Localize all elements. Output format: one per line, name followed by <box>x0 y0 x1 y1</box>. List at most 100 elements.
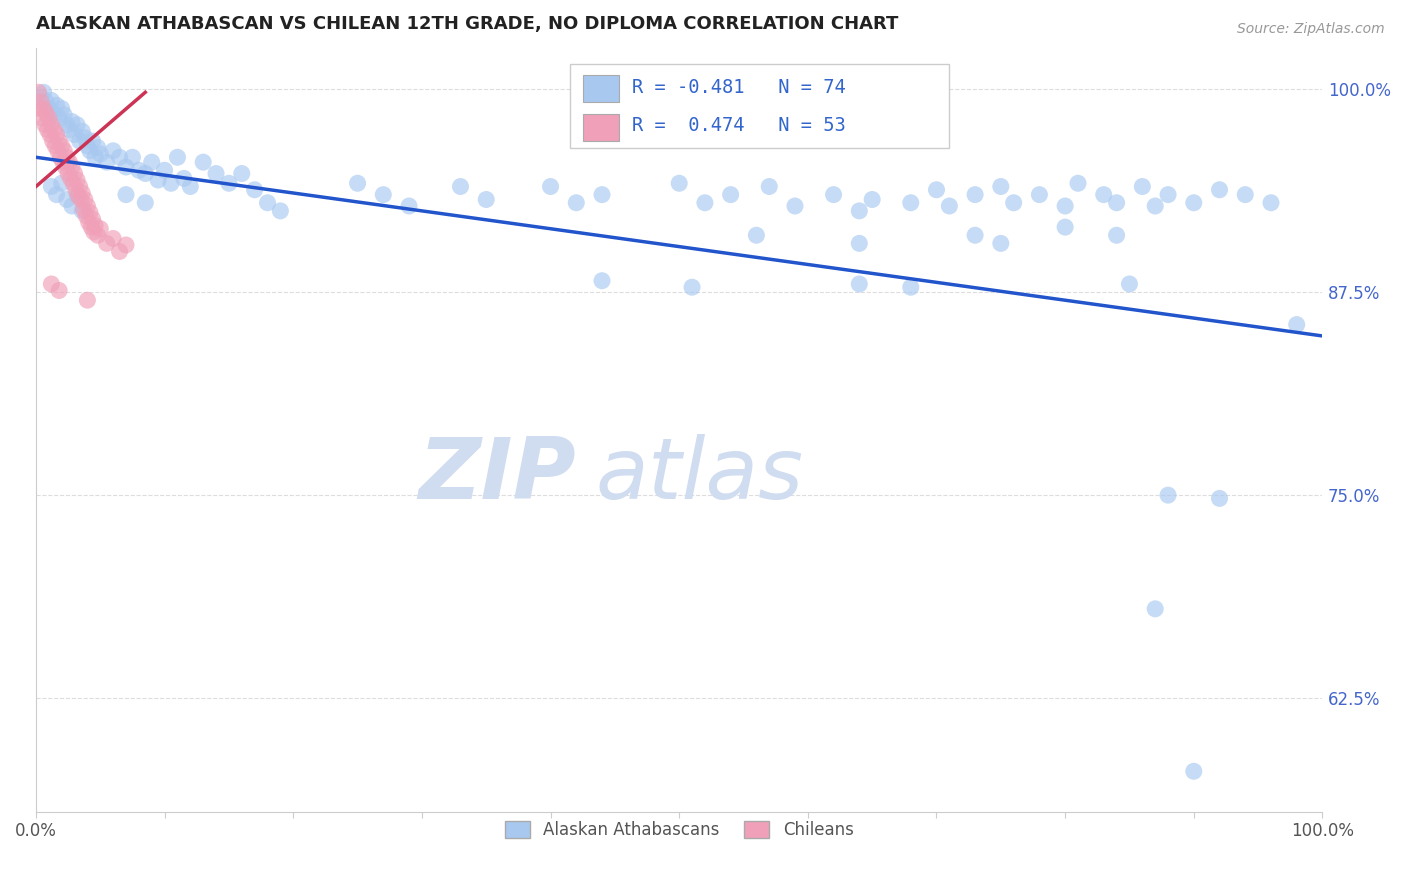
Point <box>1105 195 1128 210</box>
Point <box>231 167 253 181</box>
Point <box>45 128 67 142</box>
Point <box>58 122 80 136</box>
Point <box>41 94 63 108</box>
Point <box>38 102 60 116</box>
Point <box>96 155 118 169</box>
Point <box>101 231 124 245</box>
Point <box>41 277 63 291</box>
Point <box>41 118 63 132</box>
Point <box>66 118 89 132</box>
Point <box>848 203 870 218</box>
Point <box>783 199 806 213</box>
Point <box>53 144 76 158</box>
Point <box>115 187 138 202</box>
Point <box>60 114 83 128</box>
Text: ALASKAN ATHABASCAN VS CHILEAN 12TH GRADE, NO DIPLOMA CORRELATION CHART: ALASKAN ATHABASCAN VS CHILEAN 12TH GRADE… <box>37 15 898 33</box>
Point <box>153 163 176 178</box>
Point <box>66 187 89 202</box>
Point <box>41 179 63 194</box>
Point <box>76 199 98 213</box>
Point <box>89 147 111 161</box>
Point <box>72 202 94 217</box>
Point <box>990 236 1012 251</box>
Point <box>965 187 987 202</box>
Text: R =  0.474   N = 53: R = 0.474 N = 53 <box>631 116 845 136</box>
Point <box>66 173 89 187</box>
Point <box>1105 228 1128 243</box>
Point <box>591 187 613 202</box>
Point <box>48 284 70 298</box>
Point <box>52 155 75 169</box>
Point <box>398 199 420 213</box>
Point <box>39 128 62 142</box>
Point <box>720 187 742 202</box>
Point <box>80 220 103 235</box>
Point <box>1054 220 1077 235</box>
Point <box>76 293 98 308</box>
Point <box>990 179 1012 194</box>
Point <box>60 160 83 174</box>
Point <box>86 228 108 243</box>
Point <box>65 183 87 197</box>
Point <box>72 124 94 138</box>
FancyBboxPatch shape <box>569 63 949 148</box>
Point <box>1028 187 1050 202</box>
Point <box>860 193 883 207</box>
Point <box>60 199 83 213</box>
Point <box>32 85 55 99</box>
Point <box>70 193 93 207</box>
Point <box>1208 491 1230 506</box>
Point <box>73 193 96 207</box>
Point <box>243 183 266 197</box>
Point <box>900 280 922 294</box>
Point <box>745 228 768 243</box>
Point <box>28 102 51 116</box>
Point <box>1157 187 1180 202</box>
Point <box>30 95 52 109</box>
Point <box>925 183 948 197</box>
Point <box>900 195 922 210</box>
Point <box>1054 199 1077 213</box>
Point <box>101 144 124 158</box>
Point <box>475 193 498 207</box>
Point <box>48 134 70 148</box>
Point <box>1260 195 1282 210</box>
Point <box>73 130 96 145</box>
Text: R = -0.481   N = 74: R = -0.481 N = 74 <box>631 78 845 96</box>
Point <box>591 274 613 288</box>
Point <box>77 215 100 229</box>
Point <box>69 179 91 194</box>
Point <box>823 187 845 202</box>
Point <box>141 155 163 169</box>
Point <box>48 112 70 126</box>
Point <box>96 236 118 251</box>
Point <box>56 118 79 132</box>
Point <box>82 212 104 227</box>
Point <box>58 155 80 169</box>
Point <box>134 195 156 210</box>
Point <box>75 209 97 223</box>
Point <box>1182 195 1205 210</box>
Text: ZIP: ZIP <box>419 434 576 517</box>
Point <box>1002 195 1025 210</box>
Point <box>173 171 195 186</box>
Point <box>693 195 716 210</box>
Point <box>31 112 53 126</box>
Point <box>848 236 870 251</box>
Point <box>45 98 67 112</box>
Point <box>82 134 104 148</box>
Point <box>1234 187 1257 202</box>
Text: atlas: atlas <box>596 434 804 517</box>
Point <box>51 139 73 153</box>
Point <box>115 238 138 252</box>
Point <box>965 228 987 243</box>
Point <box>72 203 94 218</box>
Point <box>30 90 52 104</box>
Point <box>108 244 131 259</box>
Point <box>565 195 588 210</box>
Point <box>59 171 82 186</box>
Point <box>160 176 183 190</box>
Point <box>115 160 138 174</box>
Point <box>218 176 240 190</box>
Point <box>86 140 108 154</box>
